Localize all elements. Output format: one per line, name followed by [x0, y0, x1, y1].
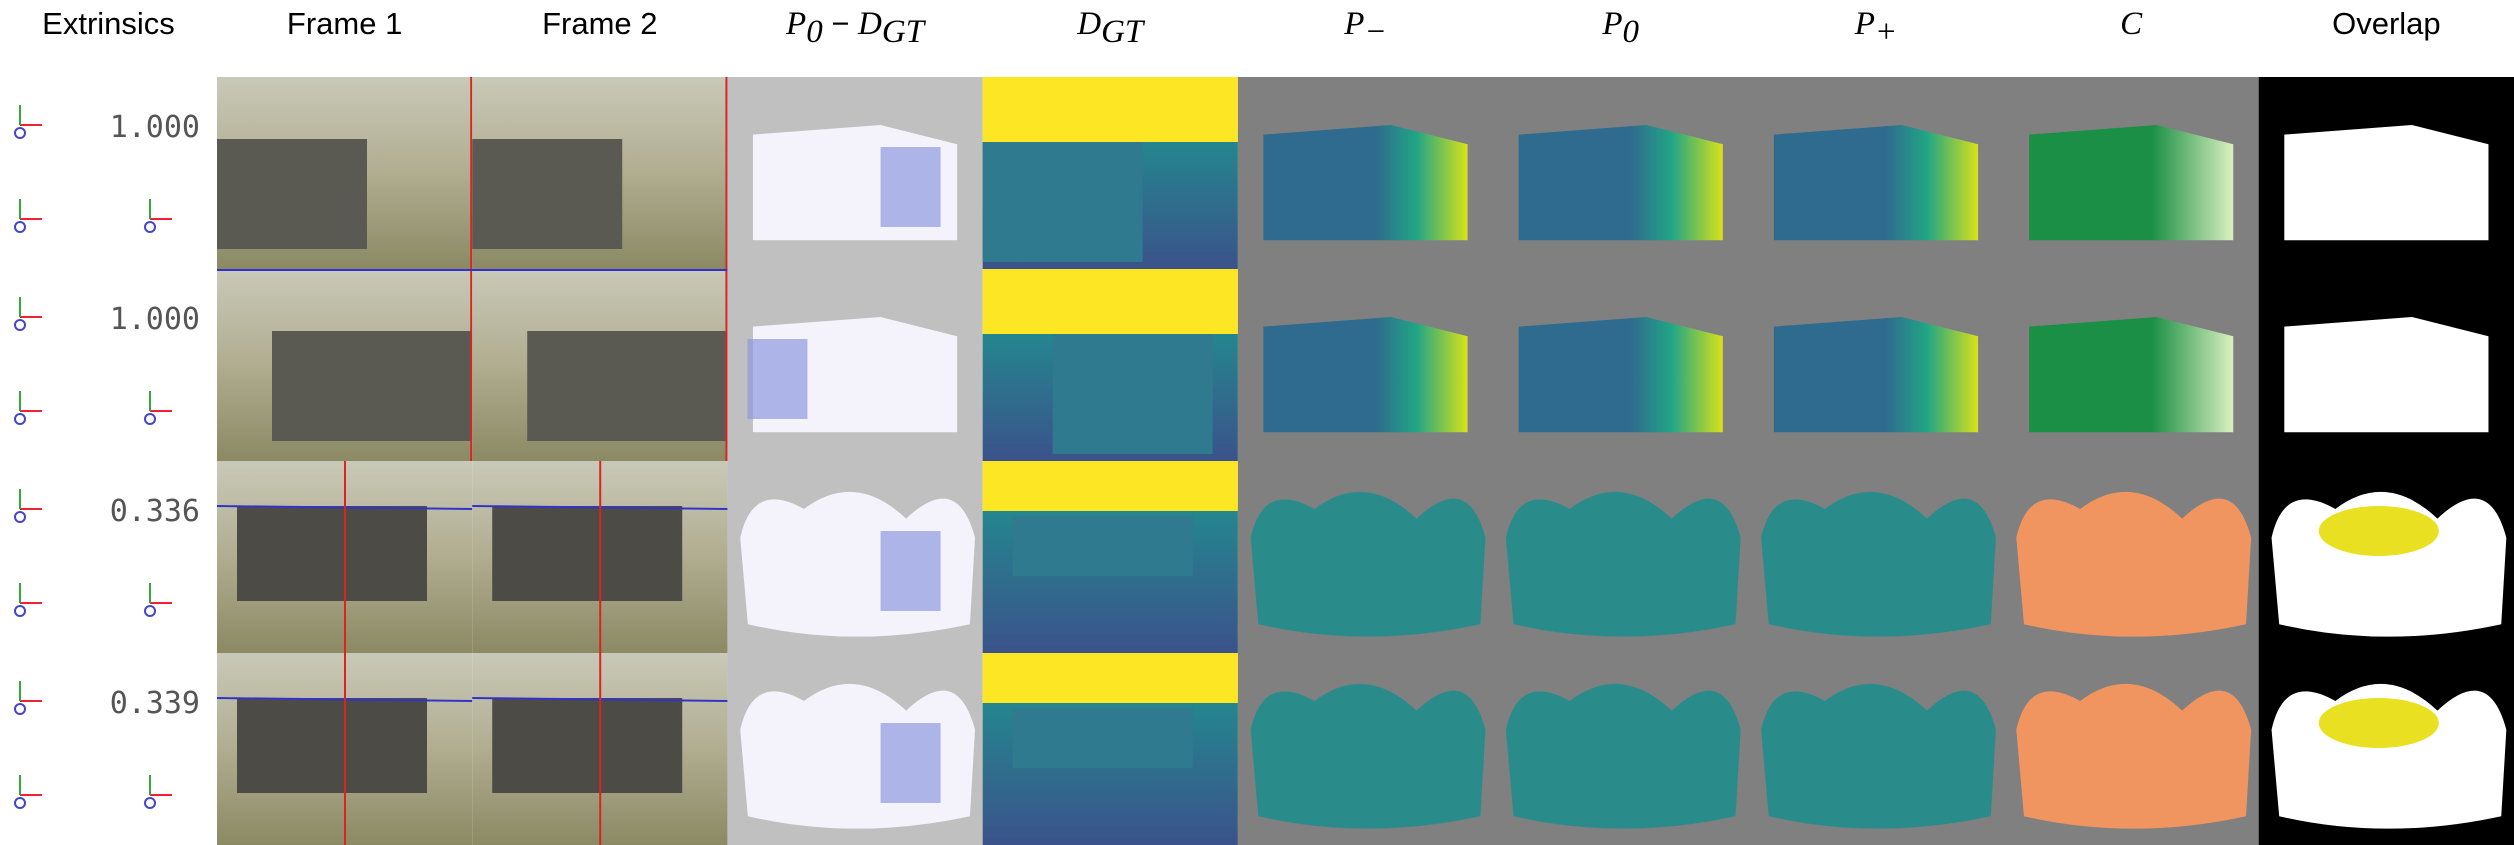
- axis-icon: [15, 222, 25, 232]
- point-cloud: [1774, 317, 1978, 432]
- point-cloud: [1251, 684, 1486, 829]
- point-cloud: [1506, 492, 1741, 637]
- axis-icon: [15, 798, 25, 808]
- header-math: D: [857, 6, 882, 42]
- point-cloud: [1519, 125, 1723, 240]
- point-cloud: [2284, 125, 2488, 240]
- column-header: Frame 2: [542, 6, 657, 41]
- point-cloud: [2016, 684, 2251, 829]
- column-header: P0​: [1601, 6, 1639, 50]
- header-math: C: [2120, 6, 2143, 42]
- column-header: P−​: [1343, 6, 1386, 50]
- column-header: DGT​: [1076, 6, 1146, 50]
- row: 0.339: [15, 653, 2514, 845]
- axis-icon: [15, 320, 25, 330]
- point-cloud: [1761, 492, 1996, 637]
- extrinsic-score: 1.000: [110, 302, 200, 337]
- point-cloud: [1251, 492, 1486, 637]
- error-patch: [881, 147, 941, 227]
- depth-wall: [1053, 334, 1213, 454]
- header-math: D: [1076, 6, 1101, 42]
- point-cloud: [1519, 317, 1723, 432]
- header-text: Overlap: [2332, 6, 2441, 41]
- header-sub: +: [1875, 14, 1897, 50]
- header-sub: 0: [806, 14, 823, 50]
- header-math: P: [1854, 6, 1875, 42]
- axis-icon: [15, 512, 25, 522]
- frame-wall: [217, 139, 367, 249]
- error-patch: [881, 531, 941, 611]
- axis-icon: [145, 414, 155, 424]
- point-cloud: [2029, 317, 2233, 432]
- axis-icon: [15, 606, 25, 616]
- point-cloud: [1761, 684, 1996, 829]
- column-header: P+​: [1854, 6, 1897, 50]
- row: 0.336: [15, 461, 2514, 653]
- axis-icon: [15, 128, 25, 138]
- header-math: P: [1343, 6, 1364, 42]
- header-text: Frame 1: [287, 6, 402, 41]
- column-header: C: [2120, 6, 2143, 42]
- row: 1.000: [15, 77, 2514, 269]
- depth-wall: [1013, 516, 1193, 576]
- point-cloud: [1263, 125, 1467, 240]
- axis-icon: [15, 704, 25, 714]
- extrinsic-score: 0.336: [110, 494, 200, 529]
- header-sub: GT: [882, 14, 927, 50]
- header-text: Frame 2: [542, 6, 657, 41]
- frame-wall: [472, 139, 622, 249]
- column-header: Frame 1: [287, 6, 402, 41]
- overlap-highlight: [2319, 506, 2439, 556]
- point-cloud: [1774, 125, 1978, 240]
- grid: 1.000 1.000 0.336 0.339: [15, 77, 2514, 845]
- extrinsic-score: 1.000: [110, 110, 200, 145]
- header-math: P: [785, 6, 806, 42]
- frame-wall: [492, 506, 682, 601]
- point-cloud: [1506, 684, 1741, 829]
- header-sub: 0: [1623, 14, 1640, 50]
- depth-wall: [1013, 708, 1193, 768]
- frame-wall: [237, 506, 427, 601]
- point-cloud: [2016, 492, 2251, 637]
- point-cloud: [2029, 125, 2233, 240]
- axis-icon: [15, 414, 25, 424]
- frame-wall: [272, 331, 472, 441]
- header-sub: GT: [1101, 14, 1146, 50]
- header-text: −: [823, 6, 858, 41]
- error-patch: [881, 723, 941, 803]
- axis-icon: [145, 798, 155, 808]
- overlap-highlight: [2319, 698, 2439, 748]
- point-cloud: [1263, 317, 1467, 432]
- header-math: P: [1601, 6, 1622, 42]
- column-header: Overlap: [2332, 6, 2441, 41]
- row: 1.000: [15, 269, 2514, 461]
- depth-wall: [983, 142, 1143, 262]
- frame-wall: [527, 331, 727, 441]
- column-header: P0​ − DGT​: [785, 6, 927, 50]
- column-header: Extrinsics: [42, 6, 175, 41]
- figure: ExtrinsicsFrame 1Frame 2P0​ − DGT​DGT​P−…: [0, 0, 2514, 845]
- point-cloud: [2284, 317, 2488, 432]
- axis-icon: [145, 222, 155, 232]
- extrinsic-score: 0.339: [110, 686, 200, 721]
- frame-wall: [237, 698, 427, 793]
- header-text: Extrinsics: [42, 6, 175, 41]
- axis-icon: [145, 606, 155, 616]
- error-patch: [747, 339, 807, 419]
- frame-wall: [492, 698, 682, 793]
- header-sub: −: [1364, 14, 1386, 50]
